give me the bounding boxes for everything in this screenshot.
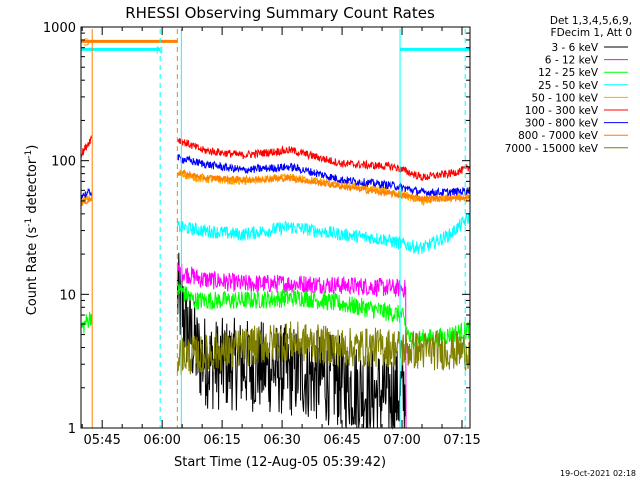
y-axis-label-sup1: -1 — [24, 218, 34, 227]
legend-label-8: 800 - 7000 keV — [518, 130, 599, 142]
x-tick-label-4: 06:30 — [263, 433, 300, 448]
series-line-2-part-1 — [176, 262, 407, 429]
interval-label-2: N — [156, 45, 163, 56]
y-axis-label-end: ) — [25, 145, 40, 150]
legend-header-1: Det 1,3,4,5,6,9, — [550, 15, 632, 27]
series-line-8-part-1 — [80, 194, 93, 207]
plot-axes: 05:45 06:00 06:15 06:30 06:45 07:00 07:15 1 10 10… — [43, 21, 481, 448]
series-line-9-part-1 — [176, 321, 470, 376]
series-line-4-part-1 — [176, 213, 470, 255]
x-tick-label-6: 07:00 — [383, 433, 420, 448]
x-tick-label-5: 06:45 — [323, 433, 360, 448]
legend-label-6: 100 - 300 keV — [525, 105, 599, 117]
y-tick-label-4: 1000 — [43, 21, 76, 36]
x-tick-label-1: 05:45 — [83, 433, 120, 448]
chart-title: RHESSI Observing Summary Count Rates — [125, 4, 435, 22]
series-line-7-part-2 — [176, 154, 471, 197]
x-axis-label: Start Time (12-Aug-05 05:39:42) — [174, 455, 386, 470]
x-tick-label-7: 07:15 — [443, 433, 480, 448]
plot-content: SN — [80, 29, 471, 430]
legend-label-3: 12 - 25 keV — [538, 67, 599, 79]
y-axis-label: Count Rate (s-1 detector-1) — [24, 145, 40, 316]
series-line-3-part-2 — [176, 280, 471, 350]
series-line-7-part-1 — [80, 187, 93, 200]
legend: Det 1,3,4,5,6,9,FDecim 1, Att 0 3 - 6 keV… — [505, 15, 632, 155]
y-tick-label-2: 10 — [59, 288, 76, 303]
y-axis-label-mid: detector — [25, 158, 40, 218]
timestamp: 19-Oct-2021 02:18 — [560, 469, 636, 478]
interval-label-1: S — [83, 37, 89, 48]
y-axis-label-main: Count Rate (s — [25, 227, 40, 316]
x-tick-label-3: 06:15 — [203, 433, 240, 448]
legend-header-2: FDecim 1, Att 0 — [551, 27, 632, 39]
series-line-1-part-1 — [176, 252, 407, 430]
y-tick-label-1: 1 — [68, 422, 76, 437]
legend-label-1: 3 - 6 keV — [551, 42, 598, 54]
legend-label-2: 6 - 12 keV — [545, 55, 599, 67]
legend-label-7: 300 - 800 keV — [525, 118, 599, 130]
legend-label-4: 25 - 50 keV — [538, 80, 599, 92]
legend-label-5: 50 - 100 keV — [531, 92, 598, 104]
x-tick-label-2: 06:00 — [143, 433, 180, 448]
series-line-8-part-2 — [176, 169, 471, 204]
series-line-6-part-2 — [176, 138, 471, 181]
series-line-5-part-1 — [80, 195, 93, 206]
plot-frame — [80, 26, 471, 429]
series-line-6-part-1 — [80, 134, 93, 160]
y-axis-label-sup2: -1 — [24, 150, 34, 159]
y-tick-label-3: 100 — [51, 155, 76, 170]
series-line-3-part-1 — [80, 311, 93, 334]
legend-label-9: 7000 - 15000 keV — [505, 143, 599, 155]
